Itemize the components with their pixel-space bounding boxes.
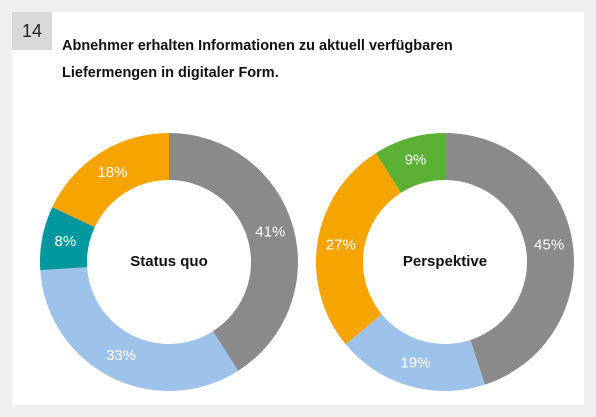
donut-segment [169, 133, 298, 371]
badge-box [12, 12, 52, 50]
value-label: 19% [401, 354, 431, 371]
badge: 14 [22, 21, 42, 41]
value-label: 45% [534, 236, 564, 253]
donut-segment [345, 314, 485, 391]
value-label: 18% [97, 164, 127, 181]
donut-segment [375, 133, 445, 193]
donut-segment [40, 207, 95, 271]
title-line: Liefermengen in digitaler Form. [62, 65, 279, 81]
donut-segment [445, 133, 574, 385]
title-line: Abnehmer erhalten Informationen zu aktue… [62, 38, 453, 54]
center-label: Perspektive [403, 253, 487, 270]
value-label: 41% [255, 224, 285, 241]
center-label: Status quo [130, 253, 208, 270]
donut-segment [52, 133, 169, 228]
donut-segment [40, 267, 239, 392]
value-label: 33% [106, 347, 136, 364]
value-label: 9% [405, 152, 427, 169]
value-label: 27% [326, 236, 356, 253]
donut-segment [316, 153, 402, 345]
value-label: 8% [55, 233, 77, 250]
